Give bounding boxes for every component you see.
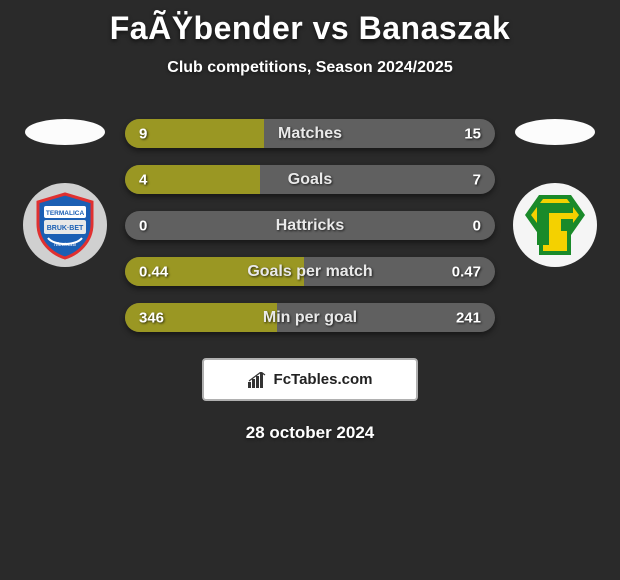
stat-value-right: 0.47 <box>452 263 481 280</box>
subtitle: Club competitions, Season 2024/2025 <box>0 59 620 77</box>
right-side <box>505 119 605 267</box>
right-player-ellipse <box>515 119 595 145</box>
stat-row: Min per goal346241 <box>125 303 495 332</box>
left-player-ellipse <box>25 119 105 145</box>
stat-value-left: 346 <box>139 309 164 326</box>
chart-icon <box>248 372 268 388</box>
right-team-logo <box>513 183 597 267</box>
stats-bars: Matches915Goals47Hattricks00Goals per ma… <box>125 119 495 332</box>
page-title: FaÃŸbender vs Banaszak <box>0 10 620 47</box>
svg-text:BRUK·BET: BRUK·BET <box>47 225 84 232</box>
stat-value-right: 241 <box>456 309 481 326</box>
stat-value-left: 0 <box>139 217 147 234</box>
stat-value-left: 9 <box>139 125 147 142</box>
date-text: 28 october 2024 <box>0 423 620 443</box>
stat-value-right: 15 <box>464 125 481 142</box>
stat-value-left: 4 <box>139 171 147 188</box>
comparison-layout: TERMALICA BRUK·BET Nieciecza Matches915G… <box>0 119 620 332</box>
left-team-logo: TERMALICA BRUK·BET Nieciecza <box>23 183 107 267</box>
svg-text:TERMALICA: TERMALICA <box>46 210 85 217</box>
stat-value-left: 0.44 <box>139 263 168 280</box>
svg-text:Nieciecza: Nieciecza <box>54 242 76 248</box>
stat-row: Matches915 <box>125 119 495 148</box>
stat-category: Hattricks <box>125 217 495 235</box>
stat-row: Hattricks0 0 <box>125 211 495 240</box>
brand-text: FcTables.com <box>274 371 373 388</box>
brand-badge: FcTables.com <box>202 358 418 401</box>
stat-value-right: 0 <box>473 217 481 234</box>
left-side: TERMALICA BRUK·BET Nieciecza <box>15 119 115 267</box>
stat-value-right: 7 <box>473 171 481 188</box>
stat-row: Goals per match0.440.47 <box>125 257 495 286</box>
stat-row: Goals47 <box>125 165 495 194</box>
